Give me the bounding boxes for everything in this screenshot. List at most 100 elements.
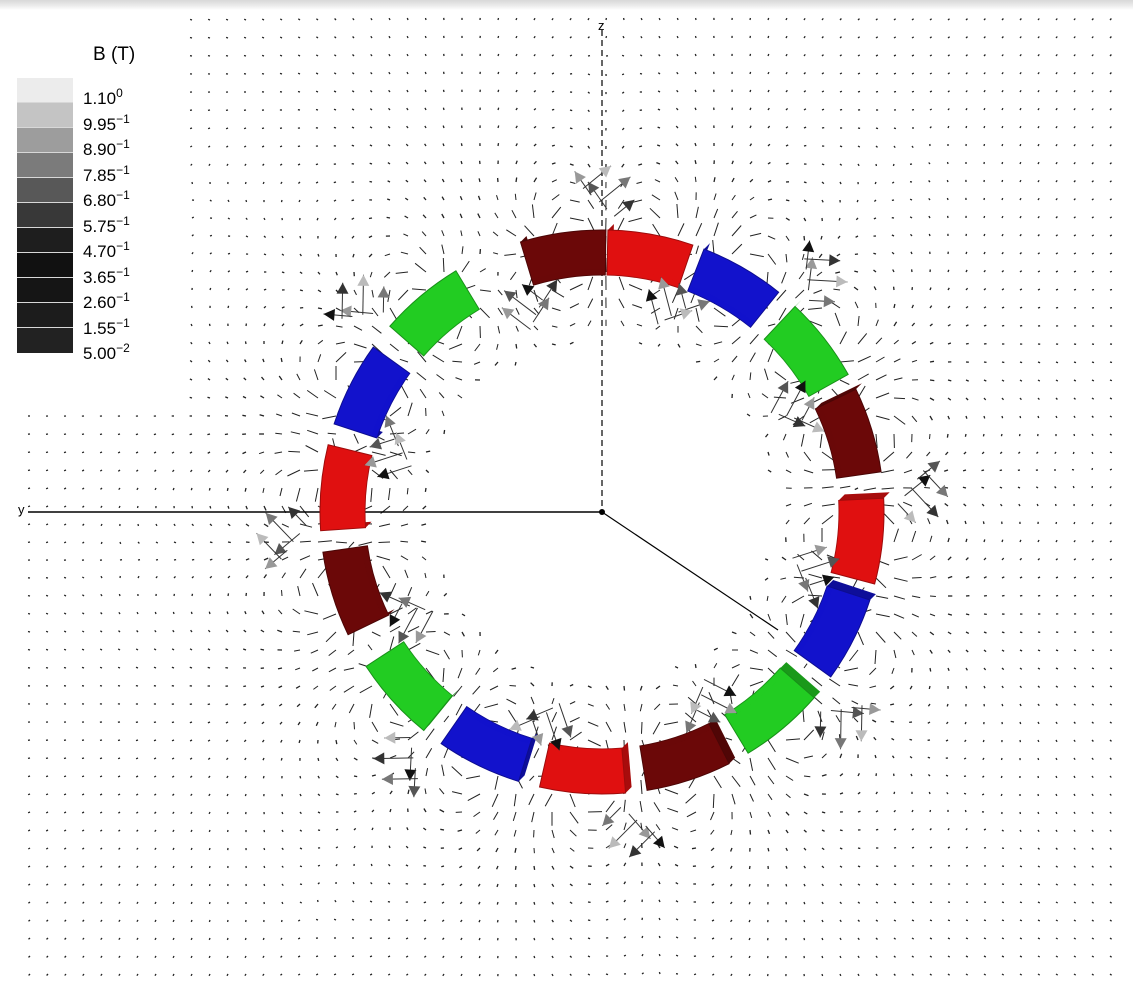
field-vector xyxy=(785,17,788,21)
field-vector xyxy=(189,666,193,669)
field-vector xyxy=(1073,397,1076,400)
field-vector xyxy=(171,451,175,454)
field-vector xyxy=(1019,143,1022,147)
field-vector xyxy=(929,54,933,57)
field-vector xyxy=(387,882,391,885)
field-vector xyxy=(387,973,391,976)
field-vector xyxy=(1037,361,1041,364)
field-vector xyxy=(399,358,409,363)
field-vector xyxy=(1109,811,1112,814)
field-vector xyxy=(947,537,950,543)
field-vector xyxy=(780,577,787,580)
field-vector xyxy=(478,937,481,941)
field-vector xyxy=(404,215,409,219)
field-vector xyxy=(767,451,770,456)
field-vector xyxy=(261,127,265,130)
legend-label: 9.95−1 xyxy=(83,111,130,134)
field-vector xyxy=(494,829,499,836)
field-vector xyxy=(424,35,427,39)
field-vector xyxy=(749,161,753,165)
field-vector xyxy=(407,731,419,741)
field-vector xyxy=(1037,973,1041,976)
field-vector xyxy=(964,520,967,525)
field-vector xyxy=(621,54,625,57)
field-vector xyxy=(425,590,430,597)
field-vector xyxy=(299,865,303,868)
field-vector xyxy=(497,71,500,75)
field-vector xyxy=(443,429,446,435)
field-vector xyxy=(1019,72,1022,75)
field-vector xyxy=(1001,36,1004,39)
field-vector xyxy=(227,593,230,597)
field-vector xyxy=(208,163,211,167)
field-vector xyxy=(1109,234,1113,237)
field-vector xyxy=(333,72,337,75)
field-vector xyxy=(839,792,844,795)
field-vector xyxy=(118,937,121,940)
field-vector xyxy=(1001,251,1004,255)
field-vector xyxy=(310,649,319,654)
field-vector xyxy=(639,145,643,148)
field-vector xyxy=(767,89,770,93)
field-arrow-head xyxy=(394,432,406,445)
field-vector xyxy=(207,359,211,363)
field-vector xyxy=(153,433,157,436)
field-vector xyxy=(533,35,536,39)
field-vector xyxy=(551,90,555,93)
magnet-highlight xyxy=(465,706,532,744)
field-vector xyxy=(1091,703,1095,706)
field-vector xyxy=(983,233,986,237)
field-vector xyxy=(460,230,463,237)
field-vector xyxy=(315,72,319,75)
field-vector xyxy=(983,576,987,579)
field-vector xyxy=(297,585,301,597)
field-vector xyxy=(1073,973,1077,976)
field-vector xyxy=(117,775,121,778)
field-vector xyxy=(875,577,887,589)
field-vector xyxy=(512,811,517,822)
field-vector xyxy=(893,303,896,309)
field-vector xyxy=(674,863,679,867)
field-vector xyxy=(730,973,733,977)
field-vector xyxy=(605,882,609,885)
field-vector xyxy=(351,90,355,93)
field-vector xyxy=(1091,397,1095,400)
field-vector xyxy=(839,36,842,39)
field-vector xyxy=(863,487,877,491)
field-vector xyxy=(404,197,409,201)
field-vector xyxy=(835,271,841,274)
field-vector xyxy=(135,469,139,472)
field-arrow-head xyxy=(798,579,810,592)
field-vector xyxy=(335,325,343,328)
field-vector xyxy=(1019,415,1022,419)
field-vector xyxy=(513,793,517,807)
field-vector xyxy=(785,35,788,39)
field-arrow-head xyxy=(574,171,586,184)
field-vector xyxy=(909,216,913,219)
field-vector xyxy=(1073,216,1076,219)
field-arrow-head xyxy=(369,437,382,450)
field-vector xyxy=(1055,361,1059,364)
field-vector xyxy=(172,937,175,941)
field-vector xyxy=(621,73,625,76)
field-vector xyxy=(261,18,265,21)
field-vector xyxy=(944,502,949,507)
field-vector xyxy=(278,375,283,381)
field-vector xyxy=(965,269,968,273)
field-vector xyxy=(423,161,427,165)
field-vector xyxy=(803,199,807,203)
field-vector xyxy=(983,973,987,976)
field-vector xyxy=(893,72,897,75)
field-vector xyxy=(911,54,915,57)
field-vector xyxy=(623,899,627,903)
field-vector xyxy=(782,433,787,441)
field-vector xyxy=(1037,901,1041,904)
field-vector xyxy=(281,847,284,851)
legend-label: 6.80−1 xyxy=(83,188,130,210)
field-vector xyxy=(821,181,825,185)
field-vector xyxy=(1001,397,1004,401)
field-vector xyxy=(297,72,301,75)
field-arrow-head xyxy=(823,295,835,308)
field-vector xyxy=(478,973,481,977)
field-vector xyxy=(622,35,625,39)
